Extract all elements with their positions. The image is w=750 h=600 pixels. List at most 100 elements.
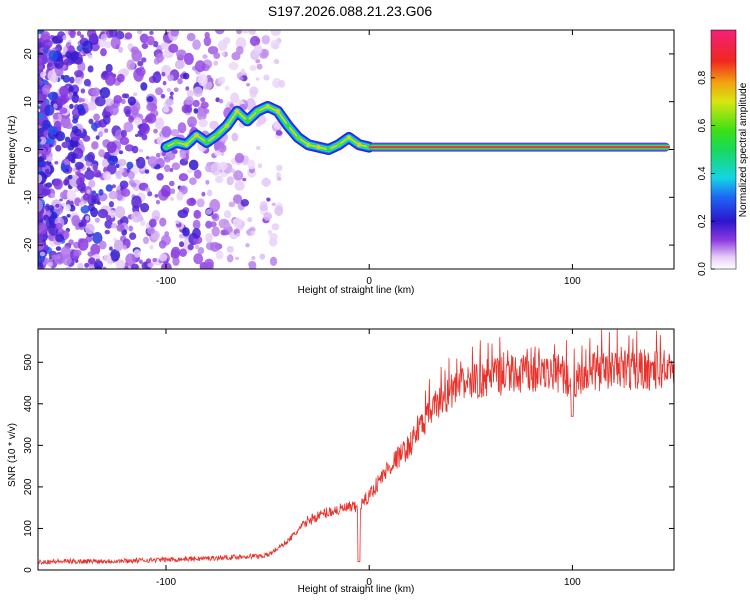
spectrogram-noise-cell (38, 80, 43, 86)
spectrogram-noise-cell (146, 35, 155, 46)
spectrogram-noise-cell (44, 168, 50, 175)
spectrogram-noise-cell (84, 262, 90, 268)
spectrogram-ridge-point (163, 144, 169, 150)
spectrogram-noise-cell (181, 104, 190, 114)
spectrogram-noise-cell (102, 171, 112, 181)
spectrogram-noise-cell (146, 96, 154, 103)
spectrogram-ridge-point (255, 109, 260, 114)
spectrogram-noise-cell (87, 101, 97, 111)
spectrogram-noise-cell (82, 193, 90, 201)
spectrogram-noise-cell (175, 220, 180, 225)
spectrogram-y-tick-label: 20 (23, 48, 34, 60)
spectrogram-noise-cell (242, 177, 247, 182)
spectrogram-noise-cell (86, 189, 91, 194)
spectrogram-noise-cell (76, 30, 82, 36)
spectrogram-noise-cell (192, 86, 203, 98)
spectrogram-noise-cell (259, 253, 266, 260)
spectrogram-noise-cell (104, 41, 112, 49)
snr-y-axis: 0 100 200 300 400 500 (23, 353, 674, 573)
spectrogram-noise-cell (201, 191, 206, 197)
spectrogram-noise-cell (177, 209, 189, 219)
spectrogram-noise-cell (86, 151, 96, 163)
spectrogram-noise-cell (91, 141, 99, 150)
spectrogram-noise-cell (38, 222, 48, 235)
spectrogram-noise-cell (131, 145, 139, 154)
spectrogram-noise-cell (98, 131, 103, 138)
spectrogram-noise-cell (80, 204, 90, 214)
spectrogram-noise-cell (269, 256, 278, 267)
spectrogram-noise-cell (85, 223, 95, 235)
spectrogram-noise-cell (100, 48, 107, 57)
spectrogram-noise-cell (203, 108, 210, 114)
spectrogram-noise-cell (210, 161, 222, 176)
spectrogram-noise-cell (257, 114, 267, 125)
spectrogram-noise-cell (38, 53, 48, 65)
spectrogram-noise-cell (93, 260, 104, 269)
spectrogram-noise-cell (271, 202, 276, 207)
spectrogram-noise-cell (144, 169, 150, 174)
spectrogram-ridge-point (204, 140, 209, 145)
spectrogram-noise-cell (223, 37, 231, 44)
spectrogram-noise-cell (39, 71, 47, 79)
snr-y-label: SNR (10 * v/v) (7, 423, 18, 487)
spectrogram-noise-cell (186, 197, 197, 207)
spectrogram-noise-cell (124, 109, 131, 118)
spectrogram-noise-cell (247, 159, 256, 170)
spectrogram-noise-cell (47, 70, 57, 82)
spectrogram-noise-cell (55, 131, 66, 142)
spectrogram-noise-cell (113, 94, 123, 104)
spectrogram-noise-cell (116, 224, 125, 232)
spectrogram-noise-cell (48, 91, 59, 101)
spectrogram-noise-cell (263, 74, 270, 81)
spectrogram-noise-cell (194, 60, 206, 73)
spectrogram-noise-cell (70, 158, 76, 164)
spectrogram-noise-cell (87, 65, 94, 73)
spectrogram-noise-cell (138, 148, 144, 153)
spectrogram-noise-cell (65, 204, 71, 212)
spectrogram-noise-cell (48, 204, 55, 211)
spectrogram-noise-cell (256, 63, 263, 70)
spectrogram-noise-cell (38, 161, 44, 166)
spectrogram-ridge-point (306, 142, 311, 147)
spectrogram-noise-cell (196, 110, 207, 121)
spectrogram-noise-cell (117, 194, 124, 201)
spectrogram-noise-cell (135, 67, 146, 77)
spectrogram-noise-cell (101, 158, 109, 168)
spectrogram-noise-cell (88, 257, 96, 265)
spectrogram-noise-cell (105, 72, 116, 86)
spectrogram-noise-cell (177, 78, 183, 85)
spectrogram-noise-cell (84, 169, 95, 181)
spectrogram-noise-cell (74, 70, 83, 78)
spectrogram-noise-cell (94, 172, 102, 178)
spectrogram-noise-cell (114, 206, 126, 219)
spectrogram-ridge-point (356, 142, 362, 147)
colorbar-label: Normalized spectral amplitude (738, 82, 749, 217)
spectrogram-noise-cell (141, 133, 148, 141)
spectrogram-noise-cell (137, 60, 144, 67)
spectrogram-noise-cell (236, 30, 243, 35)
spectrogram-noise-cell (123, 121, 134, 133)
spectrogram-noise-cell (159, 217, 167, 227)
spectrogram-noise-cell (152, 257, 158, 263)
snr-y-tick-label: 500 (23, 353, 34, 370)
spectrogram-noise-cell (170, 197, 174, 201)
spectrogram-noise-cell (231, 132, 239, 142)
spectrogram-noise-cell (152, 71, 162, 84)
snr-y-tick-label: 0 (23, 567, 34, 573)
spectrogram-noise-cell (88, 118, 94, 125)
spectrogram-noise-cell (200, 101, 209, 109)
spectrogram-noise-cell (171, 162, 181, 170)
spectrogram-noise-cell (41, 84, 51, 95)
spectrogram-noise-cell (103, 254, 112, 263)
spectrogram-noise-cell (235, 232, 241, 237)
spectrogram-noise-cell (133, 248, 141, 258)
spectrogram-noise-cell (226, 256, 233, 261)
spectrogram-noise-cell (145, 187, 151, 192)
spectrogram-noise-cell (48, 143, 53, 148)
spectrogram-noise-cell (182, 227, 190, 237)
spectrogram-noise-cell (209, 120, 219, 130)
spectrogram-y-axis: -20 -10 0 10 20 (23, 48, 674, 252)
spectrogram-noise-cell (42, 119, 51, 130)
spectrogram-noise-cell (97, 208, 109, 219)
spectrogram-noise-cell (187, 116, 197, 128)
